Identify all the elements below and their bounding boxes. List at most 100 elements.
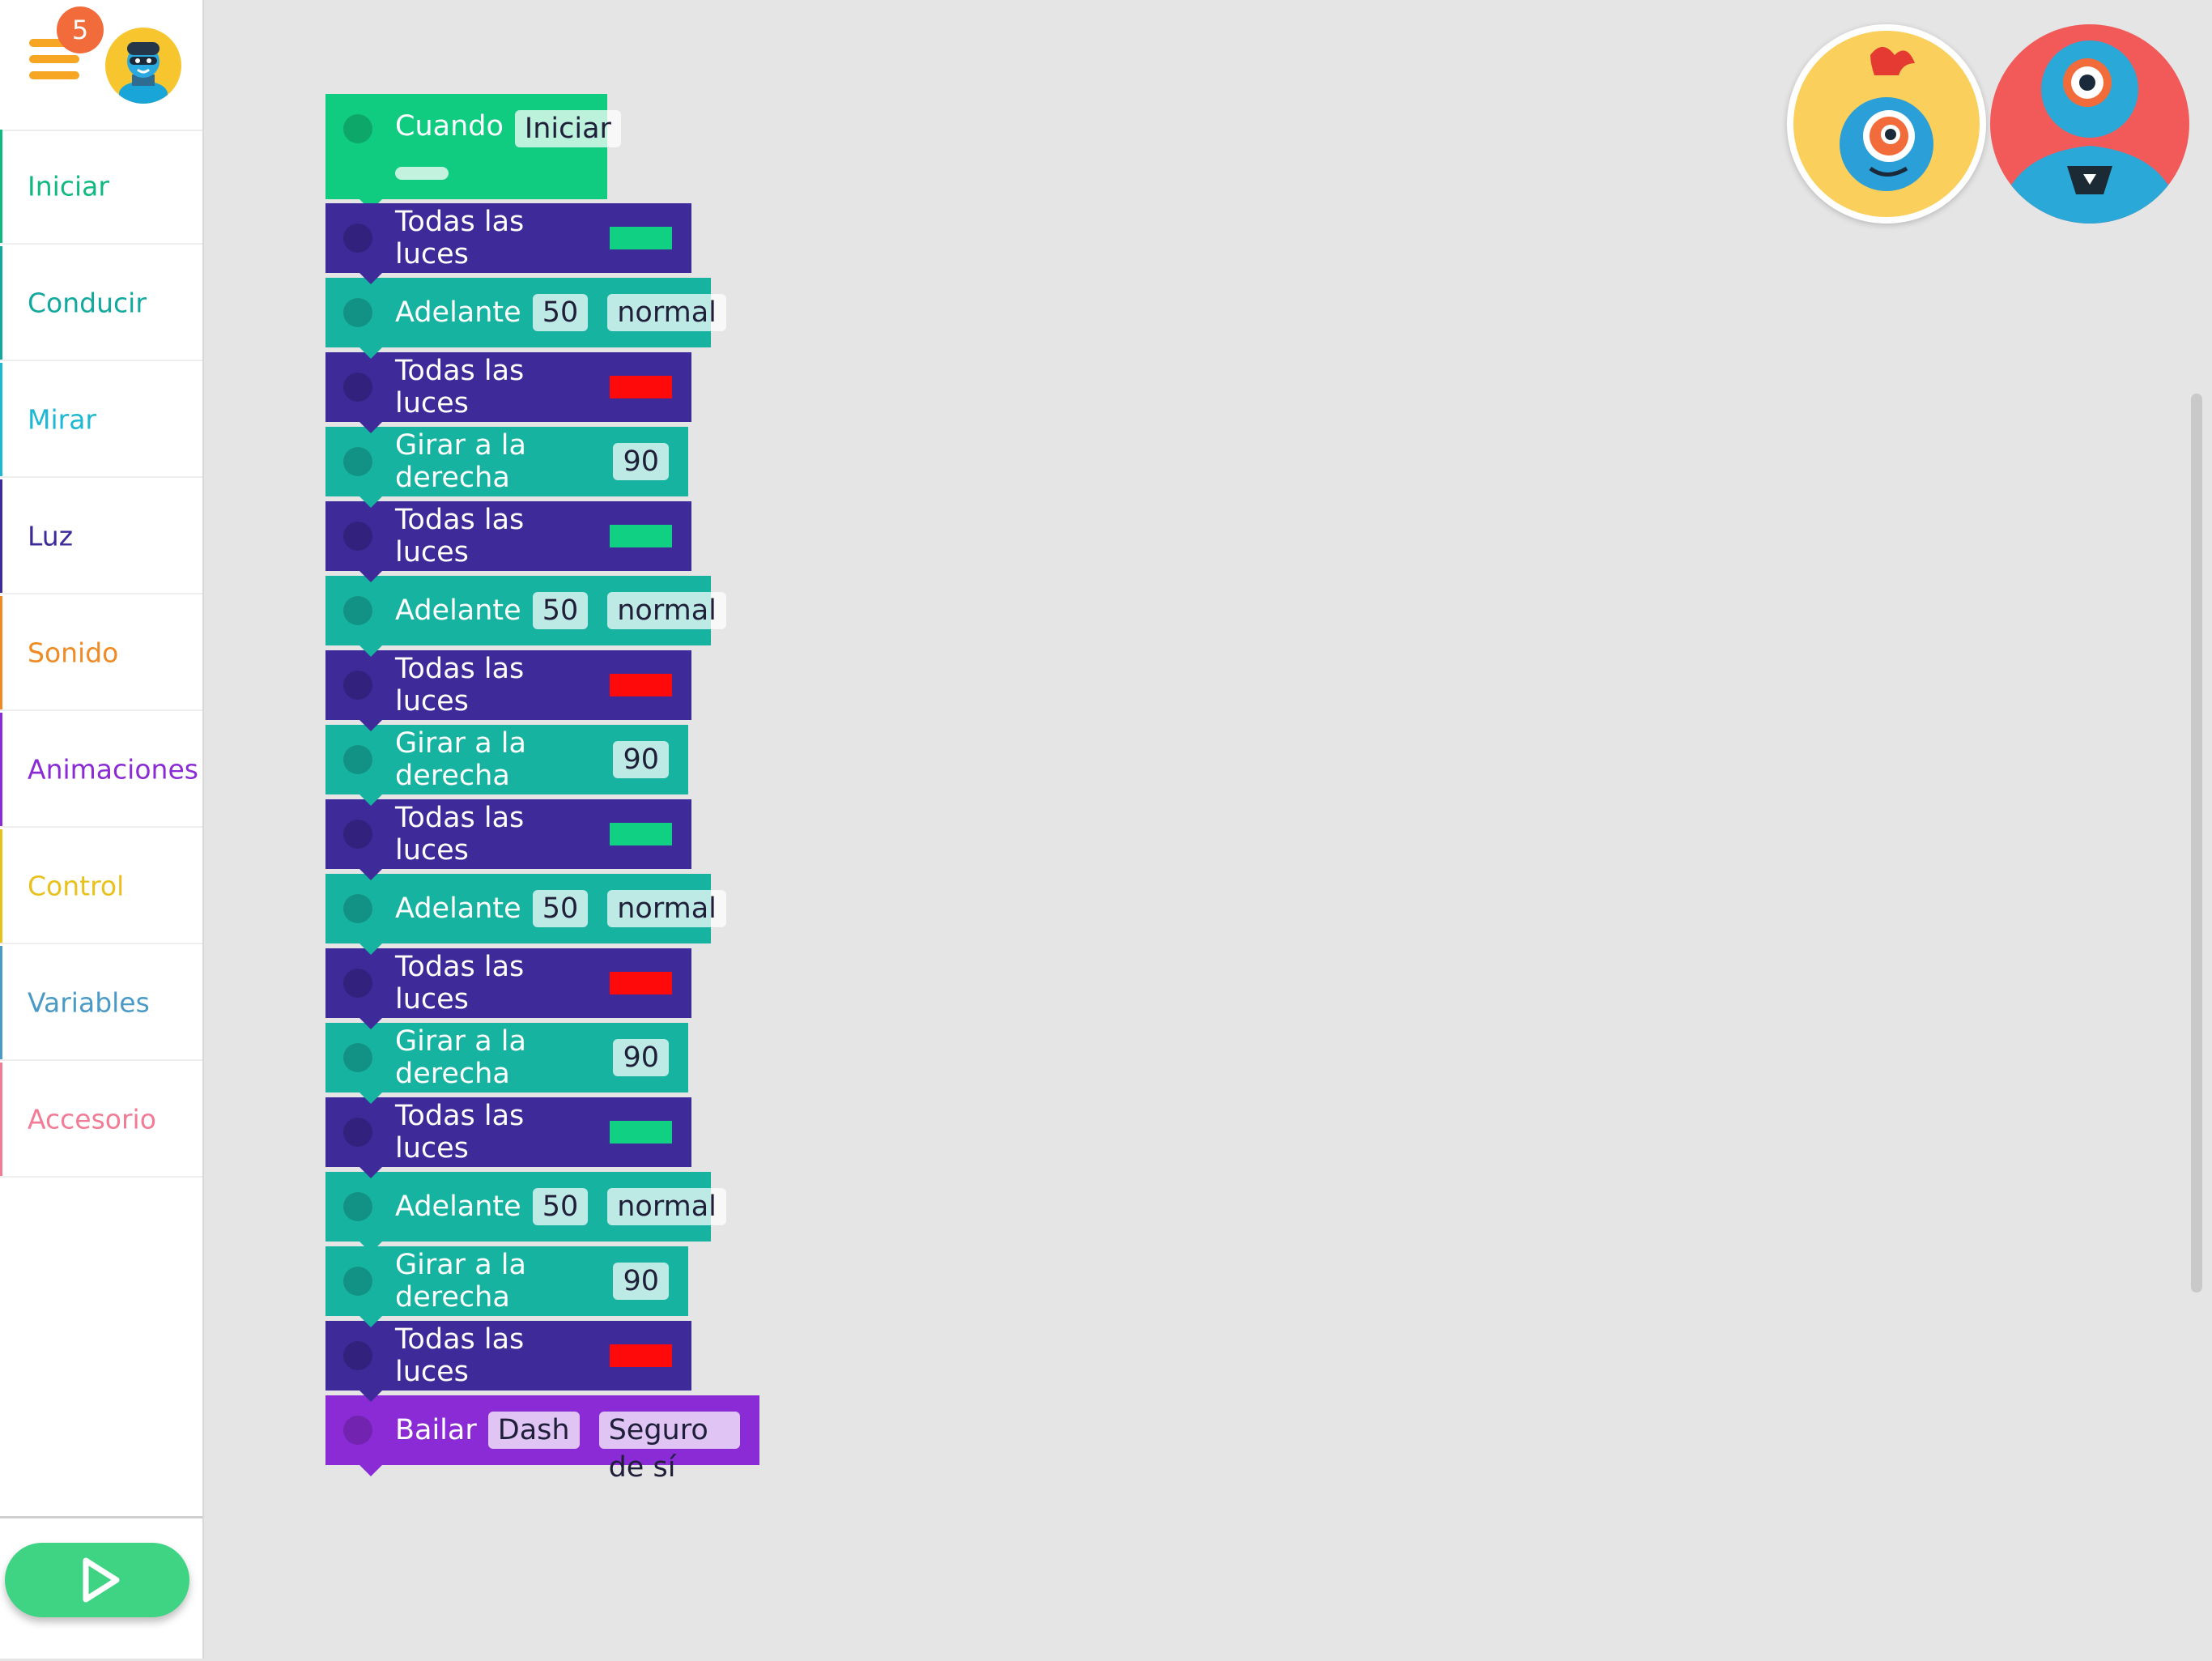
block-handle-icon (343, 1267, 372, 1296)
speed-chip[interactable]: normal (607, 592, 726, 629)
start-bar-icon (395, 167, 449, 180)
block-label: Todas las luces (395, 653, 525, 718)
sidebar-item-conducir[interactable]: Conducir (0, 246, 202, 361)
sidebar-item-label: Variables (28, 986, 150, 1019)
sidebar-item-label: Accesorio (28, 1103, 156, 1135)
sidebar-item-accesorio[interactable]: Accesorio (0, 1063, 202, 1178)
light-block[interactable]: Todas las luces (325, 501, 691, 582)
drive-block[interactable]: Adelante 50 normal (325, 874, 726, 955)
angle-chip[interactable]: 90 (613, 741, 669, 778)
workspace-scrollbar[interactable] (2191, 394, 2202, 1293)
block-label: Bailar (395, 1414, 477, 1446)
robot-chip[interactable]: Dash (487, 1412, 580, 1449)
sidebar-item-label: Sonido (28, 637, 119, 669)
block-label: Todas las luces (395, 1323, 525, 1388)
event-chip[interactable]: Iniciar (514, 110, 621, 147)
block-handle-icon (343, 671, 372, 700)
block-label: Adelante (395, 594, 521, 627)
block-handle-icon (343, 373, 372, 402)
sidebar-item-label: Conducir (28, 287, 147, 319)
block-label: Adelante (395, 1190, 521, 1223)
light-color-swatch[interactable] (610, 227, 672, 249)
style-chip[interactable]: Seguro de sí (598, 1412, 740, 1484)
light-block[interactable]: Todas las luces (325, 352, 691, 433)
angle-chip[interactable]: 90 (613, 443, 669, 480)
light-color-swatch[interactable] (610, 1121, 672, 1144)
turn-block[interactable]: Girar a la derecha 90 (325, 725, 688, 806)
light-color-swatch[interactable] (610, 525, 672, 547)
speed-chip[interactable]: normal (607, 294, 726, 331)
sidebar-item-label: Control (28, 870, 125, 902)
sidebar-item-iniciar[interactable]: Iniciar (0, 130, 202, 245)
turn-block[interactable]: Girar a la derecha 90 (325, 1023, 688, 1104)
angle-chip[interactable]: 90 (613, 1039, 669, 1076)
sidebar-item-sonido[interactable]: Sonido (0, 596, 202, 711)
notification-badge: 5 (57, 6, 104, 53)
drive-block[interactable]: Adelante 50 normal (325, 278, 726, 359)
block-label: Girar a la derecha (395, 1249, 526, 1314)
light-block[interactable]: Todas las luces (325, 1097, 691, 1178)
block-label: Cuando (395, 110, 504, 143)
sidebar-item-label: Animaciones (28, 753, 198, 786)
distance-chip[interactable]: 50 (532, 294, 589, 331)
block-handle-icon (343, 820, 372, 849)
angle-chip[interactable]: 90 (613, 1263, 669, 1300)
sidebar-item-animaciones[interactable]: Animaciones (0, 713, 202, 828)
drive-block[interactable]: Adelante 50 normal (325, 576, 726, 657)
speed-chip[interactable]: normal (607, 890, 726, 927)
light-block[interactable]: Todas las luces (325, 1321, 691, 1402)
sidebar-item-label: Luz (28, 520, 74, 552)
turn-block[interactable]: Girar a la derecha 90 (325, 427, 688, 508)
block-handle-icon (343, 298, 372, 327)
block-label: Girar a la derecha (395, 1025, 526, 1090)
dance-block[interactable]: Bailar Dash Seguro de sí (325, 1395, 759, 1484)
block-handle-icon (343, 1043, 372, 1072)
hamburger-menu-icon[interactable] (29, 39, 79, 83)
drive-block[interactable]: Adelante 50 normal (325, 1172, 726, 1253)
sidebar: 5 Iniciar Conducir Mirar Luz Sonido Animacion… (0, 0, 204, 1659)
turn-block[interactable]: Girar a la derecha 90 (325, 1246, 688, 1327)
light-color-swatch[interactable] (610, 823, 672, 845)
sidebar-item-variables[interactable]: Variables (0, 946, 202, 1061)
when-start-block[interactable]: Cuando Iniciar (325, 94, 621, 211)
block-label: Todas las luces (395, 355, 525, 420)
light-block[interactable]: Todas las luces (325, 203, 691, 284)
user-avatar[interactable] (105, 28, 181, 104)
block-handle-icon (343, 1118, 372, 1147)
play-button[interactable] (5, 1543, 189, 1617)
play-area (0, 1516, 202, 1661)
robot-dot-selector[interactable] (1787, 24, 1986, 224)
block-handle-icon (343, 1416, 372, 1445)
distance-chip[interactable]: 50 (532, 592, 589, 629)
block-handle-icon (343, 1341, 372, 1370)
block-label: Todas las luces (395, 951, 525, 1016)
block-handle-icon (343, 894, 372, 923)
light-color-swatch[interactable] (610, 972, 672, 994)
block-label: Todas las luces (395, 1100, 525, 1165)
distance-chip[interactable]: 50 (532, 890, 589, 927)
block-handle-icon (343, 114, 372, 143)
block-handle-icon (343, 1192, 372, 1221)
light-block[interactable]: Todas las luces (325, 650, 691, 731)
sidebar-item-mirar[interactable]: Mirar (0, 363, 202, 478)
light-block[interactable]: Todas las luces (325, 799, 691, 880)
block-handle-icon (343, 969, 372, 998)
block-handle-icon (343, 224, 372, 253)
light-color-swatch[interactable] (610, 1344, 672, 1367)
robot-dash-selector[interactable] (1990, 24, 2189, 224)
block-label: Adelante (395, 296, 521, 329)
speed-chip[interactable]: normal (607, 1188, 726, 1225)
light-color-swatch[interactable] (610, 376, 672, 398)
sidebar-item-luz[interactable]: Luz (0, 479, 202, 594)
block-handle-icon (343, 522, 372, 551)
block-label: Adelante (395, 892, 521, 925)
sidebar-item-label: Iniciar (28, 170, 109, 202)
block-label: Todas las luces (395, 802, 525, 867)
sidebar-item-control[interactable]: Control (0, 829, 202, 944)
block-handle-icon (343, 447, 372, 476)
block-handle-icon (343, 745, 372, 774)
light-color-swatch[interactable] (610, 674, 672, 696)
distance-chip[interactable]: 50 (532, 1188, 589, 1225)
light-block[interactable]: Todas las luces (325, 948, 691, 1029)
block-label: Todas las luces (395, 206, 525, 270)
